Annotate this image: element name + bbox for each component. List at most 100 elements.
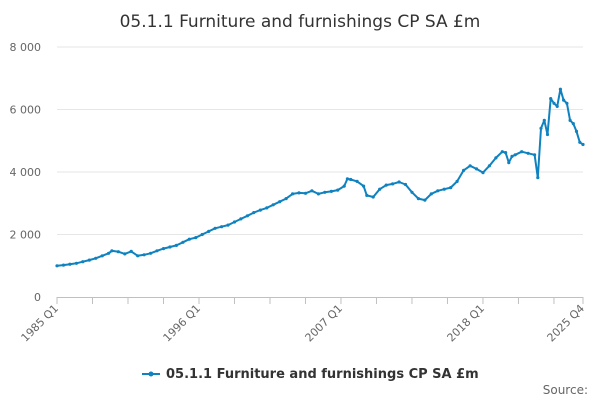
data-point	[533, 153, 537, 157]
data-point	[310, 189, 314, 193]
data-point	[391, 182, 395, 186]
data-point	[265, 206, 269, 210]
data-point	[487, 164, 491, 168]
data-point	[61, 263, 66, 267]
data-point	[562, 98, 566, 102]
data-point	[155, 249, 159, 253]
data-point	[194, 236, 198, 240]
data-point	[365, 193, 369, 197]
series-line	[56, 88, 584, 267]
data-point	[123, 252, 127, 256]
data-point	[55, 264, 59, 268]
data-point	[220, 225, 224, 229]
x-tick-label: 2007 Q1	[303, 302, 346, 345]
data-point	[110, 249, 114, 253]
data-point	[558, 87, 563, 91]
data-point	[245, 214, 249, 218]
chart-title: 05.1.1 Furniture and furnishings CP SA £…	[120, 12, 481, 32]
data-point	[303, 191, 308, 195]
data-point	[565, 101, 569, 105]
data-point	[342, 184, 346, 188]
data-point	[397, 180, 401, 184]
data-point	[323, 190, 327, 194]
data-point	[355, 179, 359, 183]
data-point	[539, 126, 543, 130]
data-point	[536, 176, 540, 180]
x-tick-label: 1996 Q1	[161, 302, 204, 345]
data-point	[239, 217, 243, 221]
data-point	[278, 200, 282, 204]
data-point	[578, 140, 582, 144]
data-point	[416, 197, 420, 201]
x-tick-label: 2018 Q1	[445, 302, 488, 345]
y-tick-label: 4 000	[10, 166, 42, 179]
data-point	[474, 167, 479, 171]
data-point	[329, 189, 333, 193]
data-point	[552, 101, 556, 105]
y-tick-label: 0	[34, 291, 41, 304]
data-point	[510, 154, 514, 158]
data-point	[574, 129, 579, 133]
data-point	[349, 177, 353, 182]
data-point	[129, 249, 133, 253]
data-point	[181, 240, 185, 244]
data-point	[520, 150, 524, 154]
data-point	[336, 188, 340, 192]
data-point	[581, 142, 585, 147]
data-point	[87, 258, 91, 262]
data-point	[455, 179, 459, 183]
gridlines	[57, 46, 583, 235]
data-point	[481, 171, 485, 175]
data-point	[284, 197, 288, 201]
data-point	[232, 220, 237, 224]
data-point	[526, 151, 530, 155]
data-point	[200, 232, 204, 237]
data-point	[213, 226, 217, 230]
legend[interactable]: 05.1.1 Furniture and furnishings CP SA £…	[142, 367, 479, 382]
data-point	[462, 168, 466, 172]
data-point	[449, 186, 453, 190]
data-point	[371, 195, 375, 199]
y-tick-label: 6 000	[10, 104, 42, 117]
data-point	[149, 251, 153, 255]
y-tick-label: 2 000	[10, 229, 42, 242]
source-label[interactable]: Source:	[543, 383, 588, 397]
y-tick-label: 8 000	[10, 41, 42, 54]
data-point	[571, 122, 575, 126]
data-point	[513, 153, 517, 157]
data-point	[174, 243, 178, 247]
plot-area	[55, 87, 585, 268]
data-point	[500, 150, 504, 154]
data-point	[442, 187, 446, 191]
data-point	[161, 247, 166, 251]
data-point	[429, 192, 433, 196]
data-point	[494, 156, 498, 160]
data-point	[107, 251, 111, 255]
data-point	[207, 229, 211, 233]
data-point	[468, 164, 472, 168]
data-point	[507, 161, 511, 165]
y-axis: 0 2 000 4 000 6 000 8 000	[10, 41, 42, 304]
x-axis: 1985 Q1 1996 Q1 2007 Q1 2018 Q1 2025 Q4	[19, 297, 587, 345]
data-point	[549, 97, 553, 101]
legend-label: 05.1.1 Furniture and furnishings CP SA £…	[166, 367, 479, 382]
data-point	[94, 256, 98, 260]
data-point	[187, 237, 191, 241]
data-point	[100, 254, 104, 258]
data-point	[142, 253, 146, 257]
data-point	[384, 183, 388, 187]
data-point	[555, 104, 559, 108]
data-point	[345, 177, 349, 181]
data-point	[568, 118, 572, 122]
data-point	[74, 261, 78, 265]
data-point	[168, 245, 172, 249]
data-point	[81, 260, 85, 264]
data-point	[297, 191, 301, 195]
data-point	[362, 184, 366, 188]
data-point	[410, 190, 414, 194]
x-tick-label: 1985 Q1	[19, 302, 62, 345]
data-point	[271, 203, 275, 207]
data-point	[542, 118, 546, 122]
data-point	[258, 208, 262, 212]
